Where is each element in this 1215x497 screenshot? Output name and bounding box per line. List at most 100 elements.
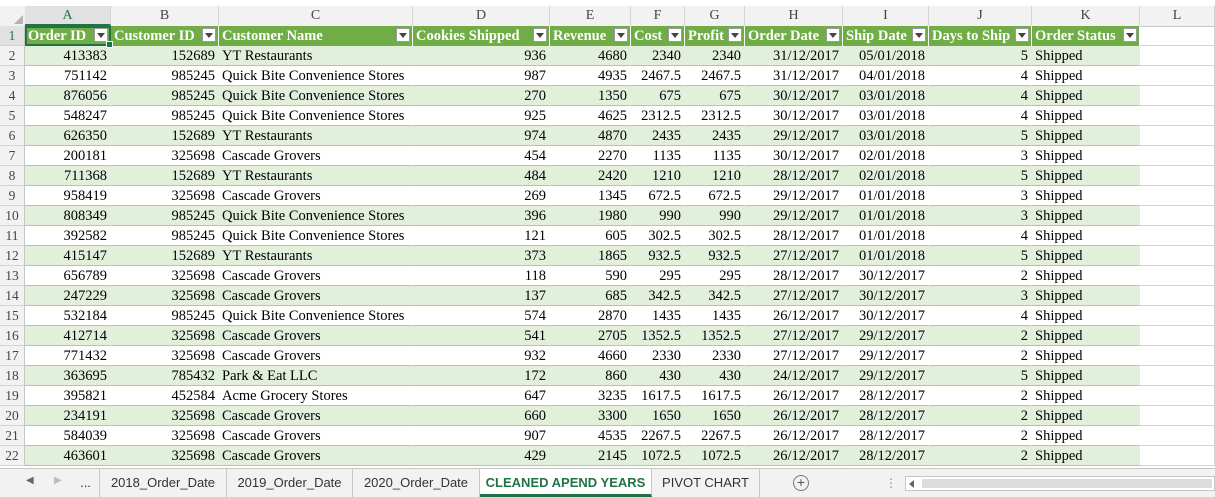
table-cell[interactable]: 936 [413,46,550,66]
table-cell[interactable]: Quick Bite Convenience Stores [219,66,413,86]
table-cell[interactable]: 30/12/2017 [843,266,929,286]
table-cell[interactable]: 03/01/2018 [843,86,929,106]
table-cell[interactable]: 152689 [111,126,219,146]
empty-cell[interactable] [1140,386,1215,406]
table-cell[interactable]: 3 [929,186,1032,206]
table-cell[interactable]: 295 [685,266,745,286]
table-cell[interactable]: 2435 [685,126,745,146]
table-cell[interactable]: 751142 [25,66,111,86]
table-cell[interactable]: Shipped [1032,386,1140,406]
empty-cell[interactable] [1140,246,1215,266]
table-cell[interactable]: 2267.5 [685,426,745,446]
table-cell[interactable]: 01/01/2018 [843,186,929,206]
table-cell[interactable]: 172 [413,366,550,386]
table-cell[interactable]: 808349 [25,206,111,226]
table-cell[interactable]: 541 [413,326,550,346]
table-cell[interactable]: 660 [413,406,550,426]
table-cell[interactable]: Shipped [1032,226,1140,246]
table-cell[interactable]: 234191 [25,406,111,426]
table-cell[interactable]: 2312.5 [631,106,685,126]
table-cell[interactable]: 02/01/2018 [843,146,929,166]
table-cell[interactable]: 574 [413,306,550,326]
table-cell[interactable]: 675 [631,86,685,106]
table-cell[interactable]: 3 [929,286,1032,306]
table-cell[interactable]: Shipped [1032,46,1140,66]
table-cell[interactable]: Shipped [1032,326,1140,346]
table-cell[interactable]: 590 [550,266,631,286]
table-cell[interactable]: 325698 [111,426,219,446]
header-cell[interactable]: Customer ID [111,26,219,46]
table-cell[interactable]: 452584 [111,386,219,406]
column-header-i[interactable]: I [843,6,929,26]
table-cell[interactable]: Cascade Grovers [219,186,413,206]
row-header[interactable]: 10 [0,206,25,226]
row-header[interactable]: 13 [0,266,25,286]
row-header[interactable]: 19 [0,386,25,406]
table-cell[interactable]: 26/12/2017 [745,426,843,446]
table-cell[interactable]: 152689 [111,246,219,266]
table-cell[interactable]: Cascade Grovers [219,326,413,346]
scrollbar-thumb[interactable] [922,479,1212,488]
table-cell[interactable]: 532184 [25,306,111,326]
table-cell[interactable]: 269 [413,186,550,206]
table-cell[interactable]: 26/12/2017 [745,386,843,406]
table-cell[interactable]: 430 [631,366,685,386]
empty-cell[interactable] [1140,306,1215,326]
table-cell[interactable]: Shipped [1032,126,1140,146]
header-cell[interactable]: Ship Date [843,26,929,46]
table-cell[interactable]: 325698 [111,186,219,206]
table-cell[interactable]: 2 [929,426,1032,446]
table-cell[interactable]: 2435 [631,126,685,146]
row-header[interactable]: 6 [0,126,25,146]
table-cell[interactable]: 5 [929,166,1032,186]
empty-cell[interactable] [1140,366,1215,386]
table-cell[interactable]: 985245 [111,66,219,86]
row-header[interactable]: 14 [0,286,25,306]
table-cell[interactable]: 325698 [111,266,219,286]
table-cell[interactable]: 28/12/2017 [745,266,843,286]
filter-dropdown-icon[interactable] [728,28,742,42]
table-cell[interactable]: 647 [413,386,550,406]
table-cell[interactable]: 3 [929,146,1032,166]
table-cell[interactable]: 484 [413,166,550,186]
table-cell[interactable]: 463601 [25,446,111,466]
sheet-tab[interactable]: PIVOT CHART [652,469,760,497]
add-sheet-button[interactable]: + [793,475,809,491]
table-cell[interactable]: 4535 [550,426,631,446]
sheet-tab[interactable]: CLEANED APEND YEARS [480,469,652,497]
header-cell[interactable]: Days to Ship [929,26,1032,46]
table-cell[interactable]: Cascade Grovers [219,446,413,466]
table-cell[interactable]: Shipped [1032,166,1140,186]
table-cell[interactable]: 771432 [25,346,111,366]
table-cell[interactable]: 325698 [111,446,219,466]
filter-dropdown-icon[interactable] [94,28,108,42]
table-cell[interactable]: Shipped [1032,446,1140,466]
filter-dropdown-icon[interactable] [202,28,216,42]
row-header[interactable]: 20 [0,406,25,426]
row-header[interactable]: 17 [0,346,25,366]
empty-cell[interactable] [1140,206,1215,226]
table-cell[interactable]: 990 [685,206,745,226]
table-cell[interactable]: 26/12/2017 [745,406,843,426]
table-cell[interactable]: 2 [929,446,1032,466]
row-header[interactable]: 11 [0,226,25,246]
prev-sheet-icon[interactable]: ◀ [26,475,34,486]
table-cell[interactable]: 2340 [685,46,745,66]
table-cell[interactable]: 4625 [550,106,631,126]
table-cell[interactable]: 5 [929,126,1032,146]
table-cell[interactable]: 27/12/2017 [745,246,843,266]
table-cell[interactable]: YT Restaurants [219,126,413,146]
row-header[interactable]: 5 [0,106,25,126]
table-cell[interactable]: 1650 [631,406,685,426]
column-header-k[interactable]: K [1032,6,1140,26]
filter-dropdown-icon[interactable] [1015,28,1029,42]
table-cell[interactable]: 958419 [25,186,111,206]
table-cell[interactable]: 2705 [550,326,631,346]
table-cell[interactable]: 26/12/2017 [745,446,843,466]
filter-dropdown-icon[interactable] [396,28,410,42]
table-cell[interactable]: 987 [413,66,550,86]
table-cell[interactable]: 711368 [25,166,111,186]
table-cell[interactable]: 31/12/2017 [745,66,843,86]
table-cell[interactable]: 01/01/2018 [843,226,929,246]
header-cell[interactable]: Cost [631,26,685,46]
